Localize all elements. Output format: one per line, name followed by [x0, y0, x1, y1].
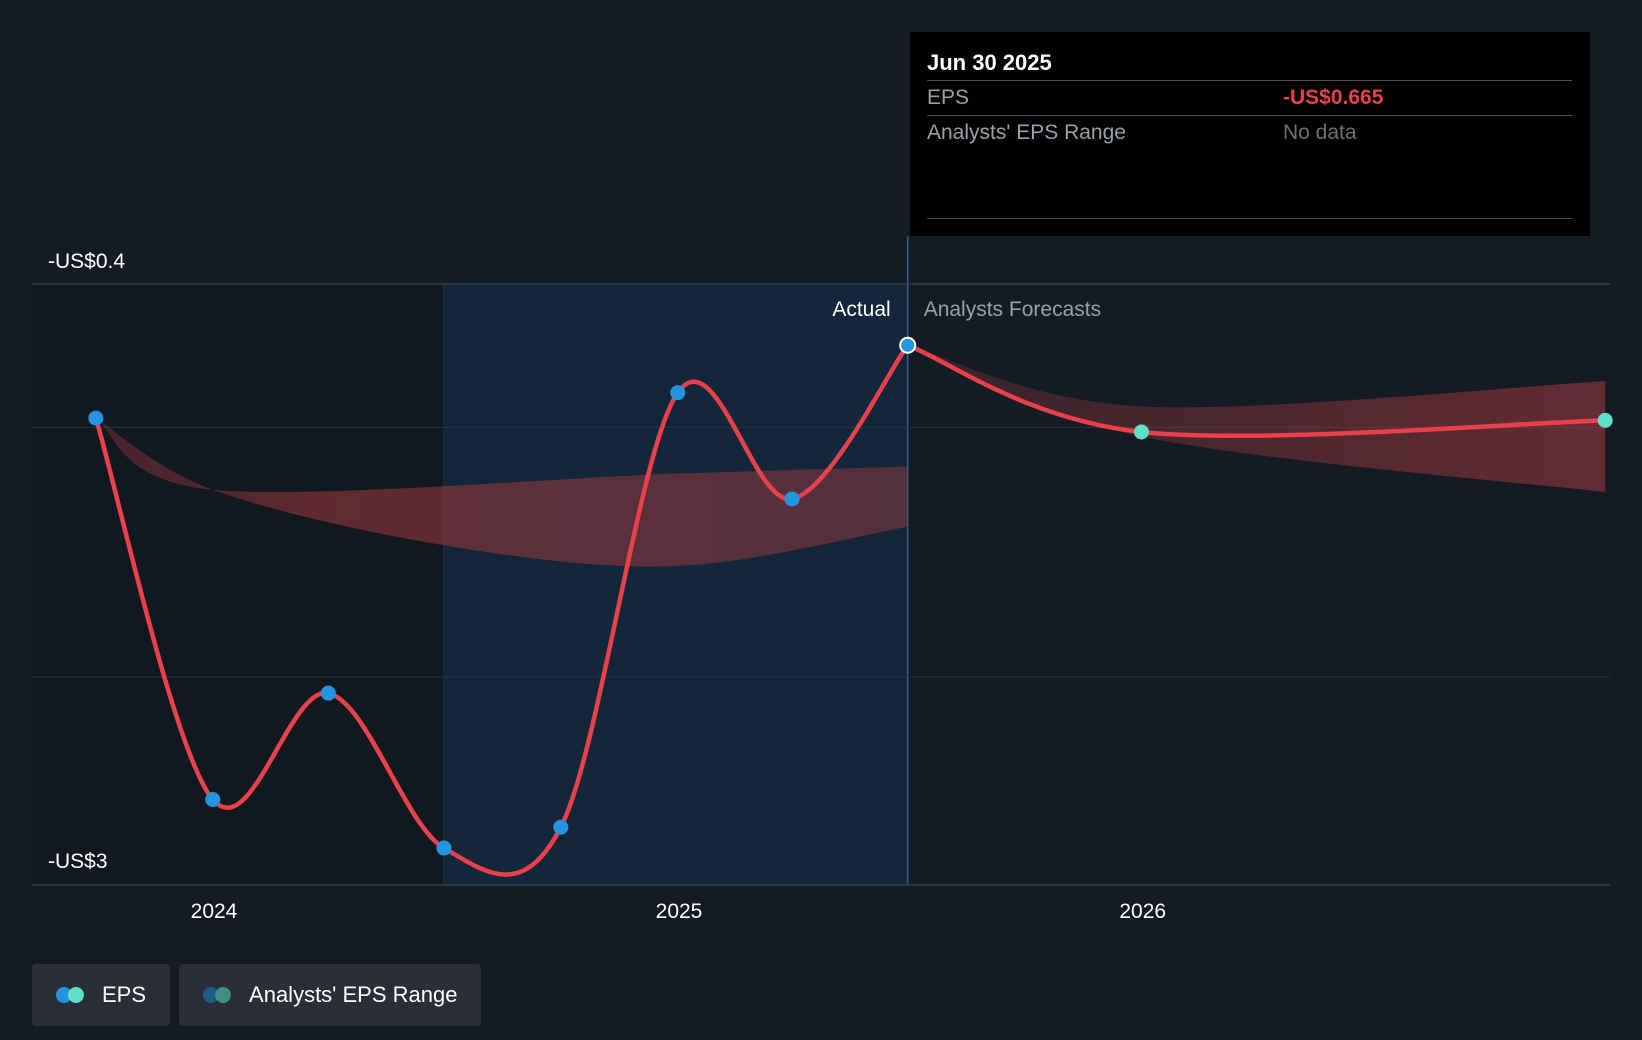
eps-point [320, 685, 336, 701]
legend-eps-button[interactable]: EPS [32, 964, 171, 1026]
eps-forecast-point [1597, 412, 1613, 428]
eps-point [670, 385, 686, 401]
eps-point [205, 791, 221, 807]
x-tick-label: 2025 [656, 900, 703, 923]
eps-forecast-line [905, 343, 1608, 438]
highlighted-period-band [443, 284, 908, 885]
eps-tooltip: Jun 30 2025 EPS -US$0.665 Analysts' EPS … [910, 32, 1590, 236]
tooltip-date: Jun 30 2025 [927, 50, 1052, 75]
past-period-band [32, 284, 444, 885]
x-tick-label: 2024 [191, 900, 238, 923]
eps-point [436, 840, 452, 856]
eps-point [553, 819, 569, 835]
tooltip-divider [927, 218, 1572, 219]
tooltip-range-value: No data [1283, 121, 1357, 144]
tooltip-eps-label: EPS [927, 86, 970, 109]
analysts-eps-range-forecast [907, 345, 1606, 493]
eps-legend-icon [56, 987, 86, 1003]
y-axis-label-top: -US$0.4 [48, 250, 125, 273]
tooltip-eps-row: EPS -US$0.665 [927, 80, 1572, 115]
eps-point [88, 410, 104, 426]
tooltip-range-label: Analysts' EPS Range [927, 121, 1126, 144]
chart-legend: EPS Analysts' EPS Range [32, 964, 482, 1026]
legend-range-label: Analysts' EPS Range [249, 982, 458, 1007]
forecast-region-label: Analysts Forecasts [924, 298, 1101, 321]
eps-point [784, 491, 800, 507]
eps-point-current [899, 336, 917, 354]
legend-eps-label: EPS [102, 982, 147, 1007]
range-legend-icon [203, 987, 233, 1003]
eps-forecast-point [1133, 424, 1149, 440]
actual-region-label: Actual [832, 298, 890, 321]
analysts-eps-range-historical [95, 418, 908, 567]
legend-range-button[interactable]: Analysts' EPS Range [179, 964, 482, 1026]
y-axis-label-bottom: -US$3 [48, 850, 108, 873]
tooltip-range-row: Analysts' EPS Range No data [927, 115, 1572, 150]
tooltip-eps-value: -US$0.665 [1283, 86, 1384, 109]
x-tick-label: 2026 [1119, 900, 1166, 923]
